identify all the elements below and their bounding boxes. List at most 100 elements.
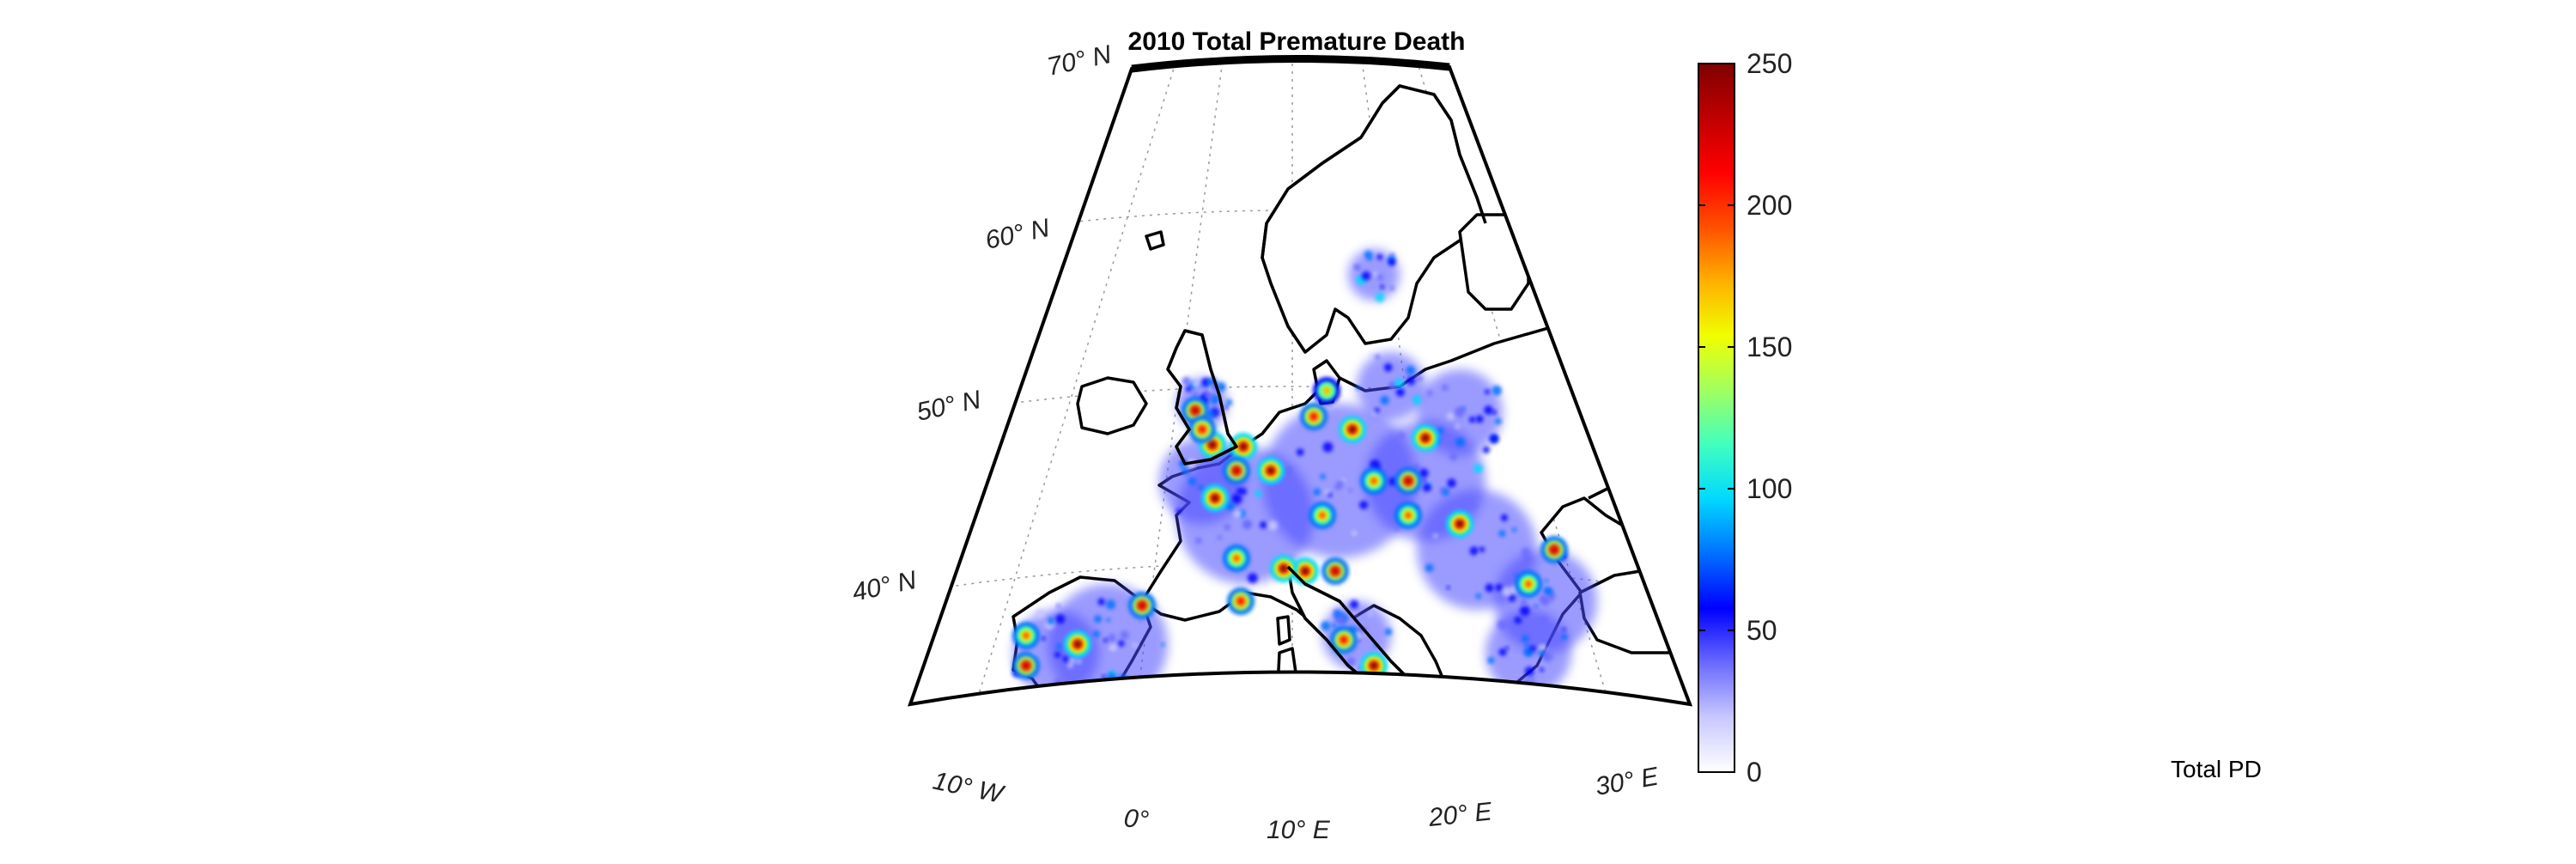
field-speckle [1524, 666, 1534, 677]
field-speckle [1485, 583, 1494, 593]
hotspot-athens [1523, 686, 1551, 704]
field-speckle [1225, 501, 1235, 511]
colorbar-bar [1698, 63, 1735, 773]
field-speckle [1530, 677, 1535, 683]
crete [1550, 734, 1589, 747]
field-speckle [1377, 274, 1383, 281]
hotspot-ring [1139, 602, 1145, 609]
field-speckle [1361, 271, 1371, 281]
lat-label-70: 70° N [1045, 40, 1115, 82]
field-speckle [1522, 547, 1530, 557]
field-speckle [1500, 514, 1508, 522]
lon-label-10w: 10° W [931, 767, 1008, 810]
colorbar-ticks: 0 50 100 150 200 250 [1698, 48, 1792, 788]
sicily [1352, 713, 1395, 740]
field-speckle [1296, 448, 1304, 456]
field-speckle [1224, 405, 1229, 410]
field-speckle [1442, 384, 1449, 391]
field-speckle [1242, 520, 1251, 529]
field-speckle [1260, 521, 1267, 529]
field-speckle [1375, 407, 1380, 413]
hotspot-ring [1023, 662, 1030, 669]
field-speckle [1337, 480, 1344, 488]
hotspot-ring [1233, 555, 1240, 562]
hotspot-ring [1340, 636, 1347, 643]
hotspot-ring [1323, 387, 1330, 394]
total-pd-label: Total PD [2171, 756, 2262, 782]
field-speckle [1224, 524, 1231, 531]
north-africa-coast [1030, 713, 1657, 751]
field-speckle [1359, 501, 1369, 509]
field-speckle [1335, 615, 1346, 625]
field-speckle [1348, 488, 1353, 493]
field-speckle [1320, 473, 1326, 479]
field-speckle [1233, 509, 1242, 519]
field-speckle [1417, 375, 1423, 381]
colorbar-tick-label: 150 [1747, 332, 1792, 362]
hotspot-ring [1531, 694, 1543, 704]
hotspot-ring [1267, 467, 1274, 474]
field-speckle [1283, 465, 1293, 476]
hotspot-ring [1405, 512, 1412, 519]
map-body [910, 58, 1690, 751]
field-speckle [1349, 599, 1359, 609]
field-speckle [1094, 615, 1103, 624]
finland [1458, 213, 1530, 311]
field-speckle [1398, 432, 1406, 439]
field-speckle [1540, 615, 1548, 624]
field-speckle [1206, 475, 1217, 485]
hotspot-lisbon [1012, 652, 1040, 679]
lon-label-20e: 20° E [1426, 797, 1494, 832]
field-speckle [1055, 614, 1066, 624]
colorbar-tick-label: 250 [1747, 48, 1792, 79]
field-speckle [1380, 395, 1389, 405]
hotspot-ring [1192, 407, 1199, 414]
field-speckle [1109, 643, 1117, 652]
hotspot-ring [1023, 632, 1030, 639]
hotspot-ring [1319, 512, 1326, 519]
field-speckle [1383, 363, 1393, 372]
field-speckle [1494, 417, 1502, 425]
field-speckle [1514, 616, 1522, 624]
field-speckle [1433, 533, 1438, 538]
hotspot-ring [1074, 641, 1081, 648]
field-speckle [1321, 621, 1331, 631]
hotspot-lyon [1223, 545, 1250, 572]
field-speckle [1041, 636, 1046, 641]
field-speckle [1076, 659, 1082, 665]
field-speckle [1195, 537, 1202, 545]
field-speckle [1092, 630, 1100, 638]
field-speckle [1492, 410, 1498, 415]
field-speckle [1368, 611, 1373, 617]
field-speckle [1107, 634, 1116, 642]
hotspot-belgium [1223, 457, 1250, 484]
field-speckle [1054, 651, 1061, 658]
field-speckle [1498, 530, 1506, 538]
hotspot-hamburg [1300, 403, 1327, 430]
hotspot-porto [1012, 622, 1040, 649]
field-speckle [1419, 468, 1429, 478]
field-speckle [1447, 478, 1456, 488]
field-speckle [1056, 603, 1060, 608]
field-speckle [1247, 573, 1258, 583]
hotspot-netherlands [1230, 433, 1257, 460]
field-speckle [1267, 520, 1279, 531]
hotspot-ring [1528, 691, 1546, 704]
field-speckle [1355, 265, 1361, 271]
field-speckle [1525, 649, 1530, 654]
hotspot-ring [1370, 478, 1377, 484]
field-speckle [1313, 488, 1321, 496]
field-speckle [1468, 416, 1476, 423]
lon-label-30e: 30° E [1593, 762, 1661, 800]
hotspot-marseille [1227, 587, 1255, 615]
field-speckle [1484, 405, 1493, 415]
hotspot-copenhagen [1313, 377, 1340, 405]
field-speckle [1255, 490, 1262, 497]
field-speckle [1176, 508, 1182, 514]
field-speckle [1455, 437, 1466, 447]
field-speckle [1425, 563, 1434, 572]
field-speckle [1522, 554, 1532, 563]
field-speckle [1544, 687, 1550, 693]
field-speckle [1487, 656, 1495, 664]
field-speckle [1542, 652, 1553, 662]
